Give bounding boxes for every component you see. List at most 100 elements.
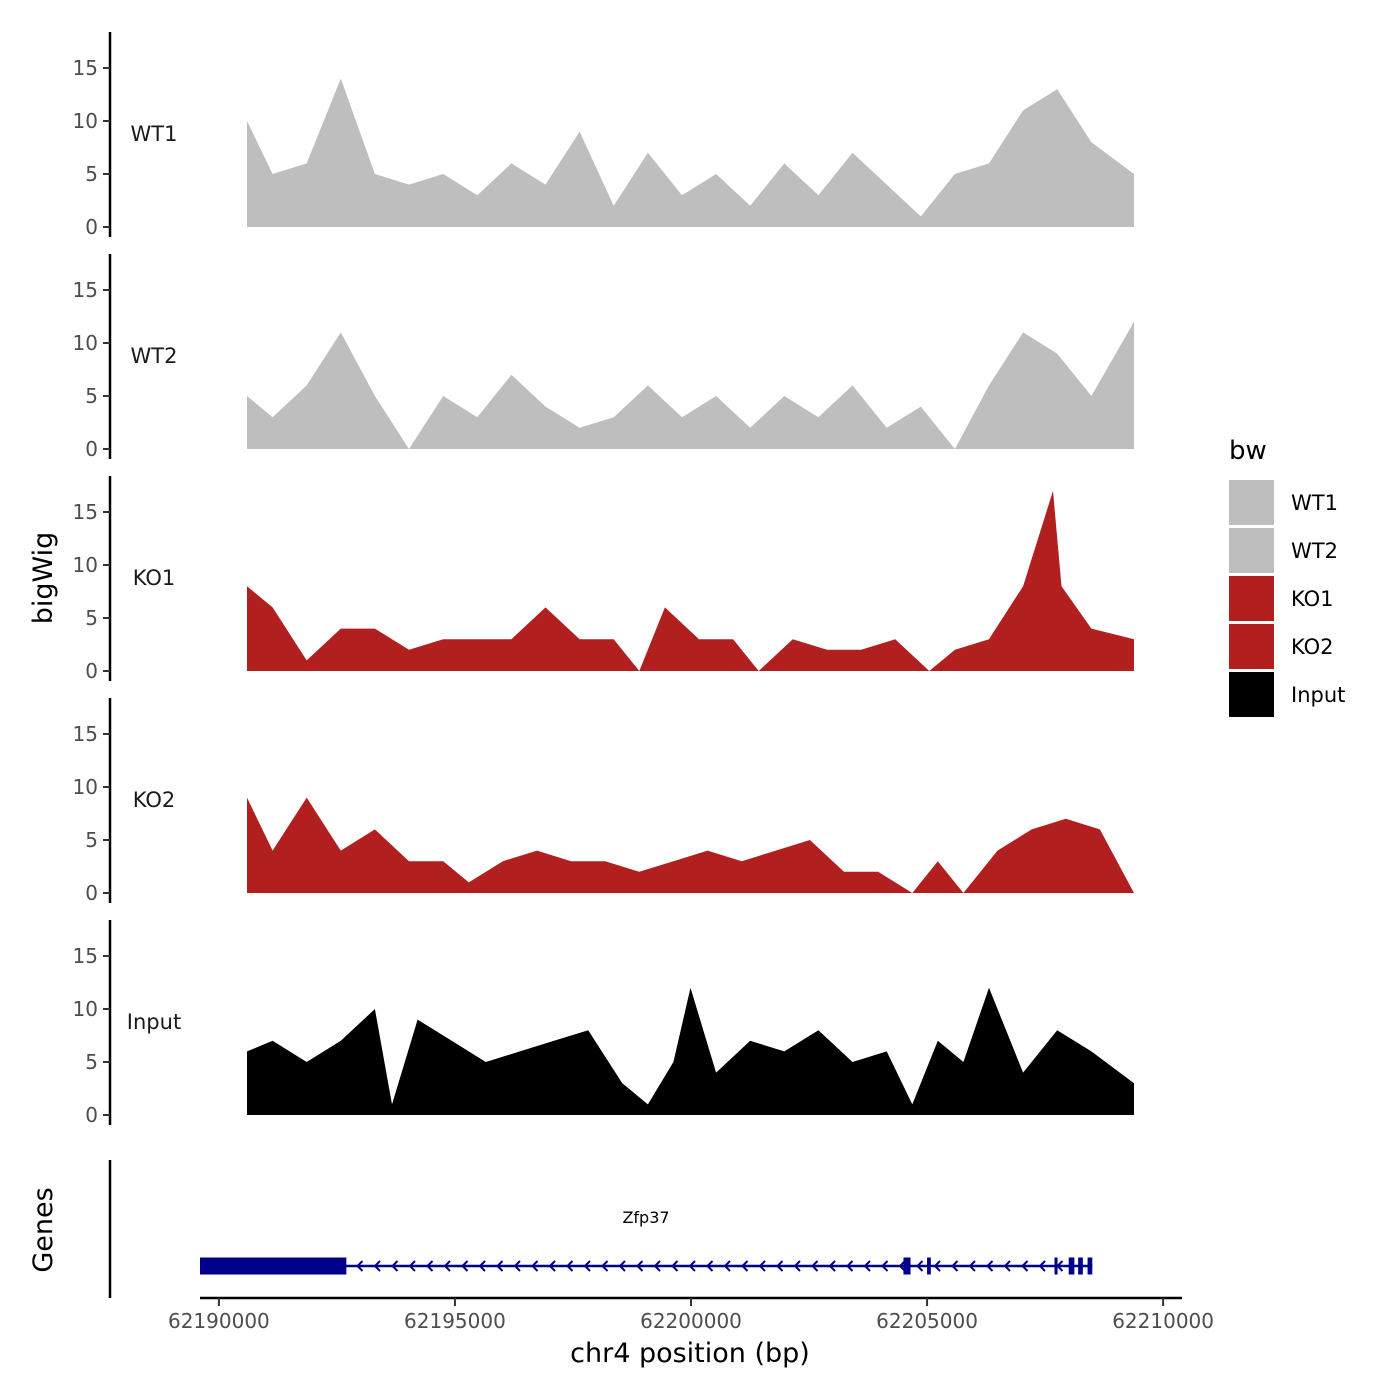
y-tick-label: 15 — [73, 500, 98, 524]
legend-title: bw — [1229, 436, 1267, 466]
strand-arrow — [513, 1260, 521, 1272]
y-tick-label: 0 — [85, 659, 98, 683]
gene-panel: Zfp37 — [108, 1160, 1093, 1298]
y-tick-label: 10 — [73, 553, 98, 577]
y-tick-label: 5 — [85, 384, 98, 408]
y-tick-label: 0 — [85, 215, 98, 239]
strand-arrow — [951, 1260, 959, 1272]
y-tick-label: 10 — [73, 775, 98, 799]
track-label: KO2 — [133, 788, 176, 812]
x-tick-label: 62200000 — [640, 1309, 742, 1333]
x-tick-label: 62210000 — [1112, 1309, 1214, 1333]
coverage-area-ko1 — [247, 490, 1134, 671]
strand-arrow — [863, 1260, 871, 1272]
y-tick-label: 5 — [85, 606, 98, 630]
strand-arrow — [776, 1260, 784, 1272]
track-label: KO1 — [133, 566, 176, 590]
track-ko1: 0 5 10 15 KO1 — [73, 476, 1134, 683]
strand-arrow — [723, 1260, 731, 1272]
strand-arrow — [373, 1260, 381, 1272]
y-tick-label: 10 — [73, 331, 98, 355]
strand-arrow — [443, 1260, 451, 1272]
legend-swatch-wt1 — [1229, 480, 1274, 525]
strand-arrow — [933, 1260, 941, 1272]
track-wt2: 0 5 10 15 WT2 — [73, 254, 1134, 461]
gene-name-label: Zfp37 — [622, 1208, 669, 1227]
y-tick-label: 15 — [73, 722, 98, 746]
legend-swatch-wt2 — [1229, 528, 1274, 573]
track-ko2: 0 5 10 15 KO2 — [73, 698, 1134, 905]
strand-arrow — [1003, 1260, 1011, 1272]
y-tick-label: 5 — [85, 1050, 98, 1074]
coverage-tracks: 0 5 10 15 WT1 0 5 10 15 WT2 0 5 10 15 KO1 0 5 10 15 KO2 0 5 10… — [73, 32, 1134, 1127]
strand-arrow — [968, 1260, 976, 1272]
strand-arrow — [688, 1260, 696, 1272]
strand-arrow — [618, 1260, 626, 1272]
x-axis-title: chr4 position (bp) — [570, 1338, 810, 1369]
legend-label: KO2 — [1291, 635, 1334, 659]
legend-label: WT1 — [1291, 491, 1338, 515]
strand-arrow — [898, 1260, 906, 1272]
track-label: Input — [127, 1010, 181, 1034]
gene-exon — [1087, 1257, 1093, 1275]
strand-arrow — [356, 1260, 364, 1272]
legend-label: Input — [1291, 683, 1345, 707]
legend: bw WT1 WT2 KO1 KO2 Input — [1229, 436, 1345, 717]
y-tick-label: 5 — [85, 162, 98, 186]
strand-arrow — [601, 1260, 609, 1272]
y-tick-label: 15 — [73, 56, 98, 80]
strand-arrow — [426, 1260, 434, 1272]
gene-exon — [1078, 1257, 1083, 1275]
x-tick-label: 62195000 — [404, 1309, 506, 1333]
y-tick-label: 0 — [85, 437, 98, 461]
legend-label: WT2 — [1291, 539, 1338, 563]
track-wt1: 0 5 10 15 WT1 — [73, 32, 1134, 239]
x-tick-label: 62190000 — [168, 1309, 270, 1333]
x-tick-label: 62205000 — [876, 1309, 978, 1333]
strand-arrow — [706, 1260, 714, 1272]
strand-arrow — [408, 1260, 416, 1272]
legend-swatch-input — [1229, 672, 1274, 717]
strand-arrow — [916, 1260, 924, 1272]
strand-arrow — [671, 1260, 679, 1272]
strand-arrow — [636, 1260, 644, 1272]
gene-exon — [1068, 1257, 1075, 1275]
y-tick-label: 15 — [73, 278, 98, 302]
strand-arrow — [391, 1260, 399, 1272]
strand-arrow — [566, 1260, 574, 1272]
strand-arrow — [653, 1260, 661, 1272]
gene-exon — [903, 1257, 911, 1275]
y-tick-label: 10 — [73, 997, 98, 1021]
strand-arrow — [881, 1260, 889, 1272]
coverage-area-ko2 — [247, 797, 1134, 893]
coverage-area-input — [247, 987, 1134, 1115]
y-tick-label: 0 — [85, 1103, 98, 1127]
strand-arrow — [811, 1260, 819, 1272]
strand-arrow — [741, 1260, 749, 1272]
genes-axis-title: Genes — [28, 1187, 59, 1272]
gene-exon — [200, 1257, 347, 1275]
strand-arrow — [496, 1260, 504, 1272]
coverage-area-wt2 — [247, 321, 1134, 449]
x-axis: 62190000 62195000 62200000 62205000 62210000 — [168, 1296, 1214, 1333]
y-tick-label: 0 — [85, 881, 98, 905]
track-label: WT1 — [131, 122, 178, 146]
y-tick-label: 15 — [73, 944, 98, 968]
legend-swatch-ko2 — [1229, 624, 1274, 669]
y-tick-label: 5 — [85, 828, 98, 852]
strand-arrow — [461, 1260, 469, 1272]
strand-arrow — [531, 1260, 539, 1272]
legend-swatch-ko1 — [1229, 576, 1274, 621]
strand-arrow — [548, 1260, 556, 1272]
strand-arrow — [828, 1260, 836, 1272]
coverage-area-wt1 — [247, 78, 1134, 227]
strand-arrow — [1038, 1260, 1046, 1272]
strand-arrow — [846, 1260, 854, 1272]
strand-arrow — [583, 1260, 591, 1272]
legend-label: KO1 — [1291, 587, 1334, 611]
strand-arrow — [793, 1260, 801, 1272]
gene-exon — [927, 1257, 931, 1275]
strand-arrow — [478, 1260, 486, 1272]
track-label: WT2 — [131, 344, 178, 368]
